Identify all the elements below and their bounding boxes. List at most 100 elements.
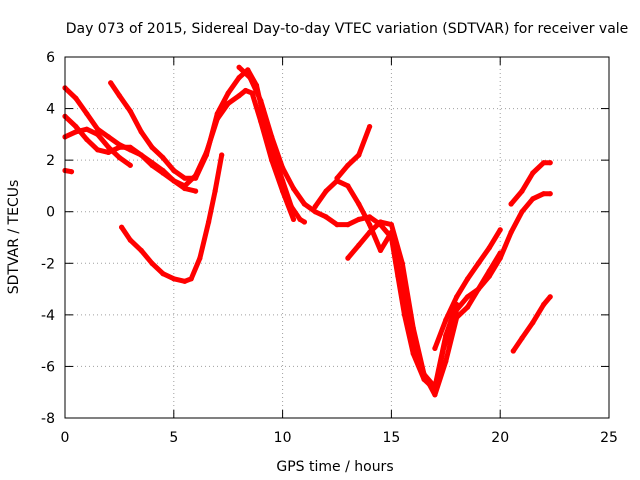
- x-tick-labels: 0 5 10 15 20 25: [61, 430, 618, 446]
- data-point: [182, 278, 188, 284]
- data-point: [334, 222, 340, 228]
- data-point: [95, 147, 101, 153]
- data-point: [465, 294, 471, 300]
- data-point: [160, 170, 166, 176]
- data-point: [214, 111, 220, 117]
- data-point: [388, 222, 394, 228]
- data-point: [312, 204, 318, 210]
- data-point: [171, 178, 177, 184]
- data-point: [323, 214, 329, 220]
- series-track-10: [345, 191, 553, 398]
- data-point: [171, 167, 177, 174]
- data-point: [206, 219, 212, 225]
- data-point: [443, 358, 449, 364]
- data-point: [197, 255, 203, 261]
- data-point: [149, 260, 155, 266]
- data-point: [465, 276, 471, 282]
- data-point: [249, 90, 255, 96]
- y-tick-label: 6: [46, 50, 55, 66]
- data-point: [236, 64, 242, 70]
- data-point: [236, 75, 242, 81]
- x-tick-label: 15: [382, 430, 400, 446]
- data-point: [188, 276, 194, 282]
- data-point: [443, 317, 449, 323]
- data-point: [377, 247, 384, 253]
- data-point: [475, 260, 481, 266]
- data-point: [225, 90, 231, 96]
- data-point: [243, 87, 249, 94]
- data-point: [519, 209, 525, 215]
- chart-title: Day 073 of 2015, Sidereal Day-to-day VTE…: [66, 21, 629, 37]
- x-tick-label: 25: [600, 430, 618, 446]
- data-point: [475, 286, 481, 292]
- data-point: [345, 183, 351, 189]
- data-point: [301, 201, 307, 207]
- data-point: [258, 98, 264, 104]
- y-tick-label: -2: [41, 256, 55, 272]
- data-point: [497, 227, 503, 233]
- data-point: [421, 371, 427, 377]
- data-point: [84, 111, 90, 117]
- data-point: [399, 286, 405, 292]
- data-point: [454, 294, 460, 300]
- data-point: [290, 185, 297, 192]
- data-point: [212, 188, 218, 194]
- data-point: [95, 131, 101, 137]
- data-point: [68, 169, 75, 175]
- data-point: [301, 219, 307, 225]
- data-series: [62, 64, 553, 398]
- data-point: [280, 178, 286, 184]
- data-point: [508, 201, 514, 207]
- data-point: [312, 209, 318, 215]
- data-point: [547, 191, 553, 197]
- data-point: [193, 175, 199, 181]
- data-point: [530, 320, 536, 326]
- data-point: [486, 273, 492, 279]
- data-point: [519, 188, 525, 194]
- data-point: [127, 144, 133, 150]
- data-point: [410, 325, 416, 331]
- data-point: [127, 108, 133, 114]
- data-point: [116, 155, 122, 161]
- x-tick-label: 10: [274, 430, 292, 446]
- x-tick-label: 5: [169, 430, 178, 446]
- data-point: [345, 222, 351, 228]
- data-point: [149, 162, 155, 168]
- data-point: [356, 152, 362, 158]
- data-point: [73, 129, 79, 135]
- data-point: [288, 204, 294, 210]
- data-point: [510, 348, 516, 354]
- data-point: [410, 343, 416, 349]
- grid-lines: [65, 57, 609, 418]
- data-point: [530, 170, 536, 176]
- data-point: [119, 224, 125, 230]
- data-point: [345, 162, 351, 168]
- y-tick-label: -6: [41, 359, 55, 375]
- series-track-9: [334, 124, 373, 181]
- y-tick-label: 0: [46, 205, 55, 221]
- data-point: [138, 247, 144, 253]
- y-tick-label: -8: [41, 411, 55, 427]
- data-point: [323, 188, 329, 194]
- data-point: [236, 93, 242, 99]
- data-point: [530, 196, 536, 202]
- data-point: [465, 304, 471, 310]
- plot-frame: [64, 56, 610, 419]
- data-point: [138, 129, 144, 135]
- data-point: [541, 301, 547, 308]
- data-point: [160, 155, 166, 161]
- data-point: [193, 188, 199, 194]
- data-point: [182, 175, 188, 181]
- data-point: [356, 242, 362, 248]
- data-point: [432, 345, 438, 351]
- data-point: [127, 237, 133, 243]
- data-point: [541, 191, 547, 197]
- data-point: [297, 216, 303, 222]
- data-point: [497, 255, 503, 261]
- x-tick-label: 20: [491, 430, 509, 446]
- data-point: [105, 134, 112, 140]
- data-point: [127, 162, 133, 168]
- x-tick-label: 0: [61, 430, 70, 446]
- data-point: [399, 260, 405, 266]
